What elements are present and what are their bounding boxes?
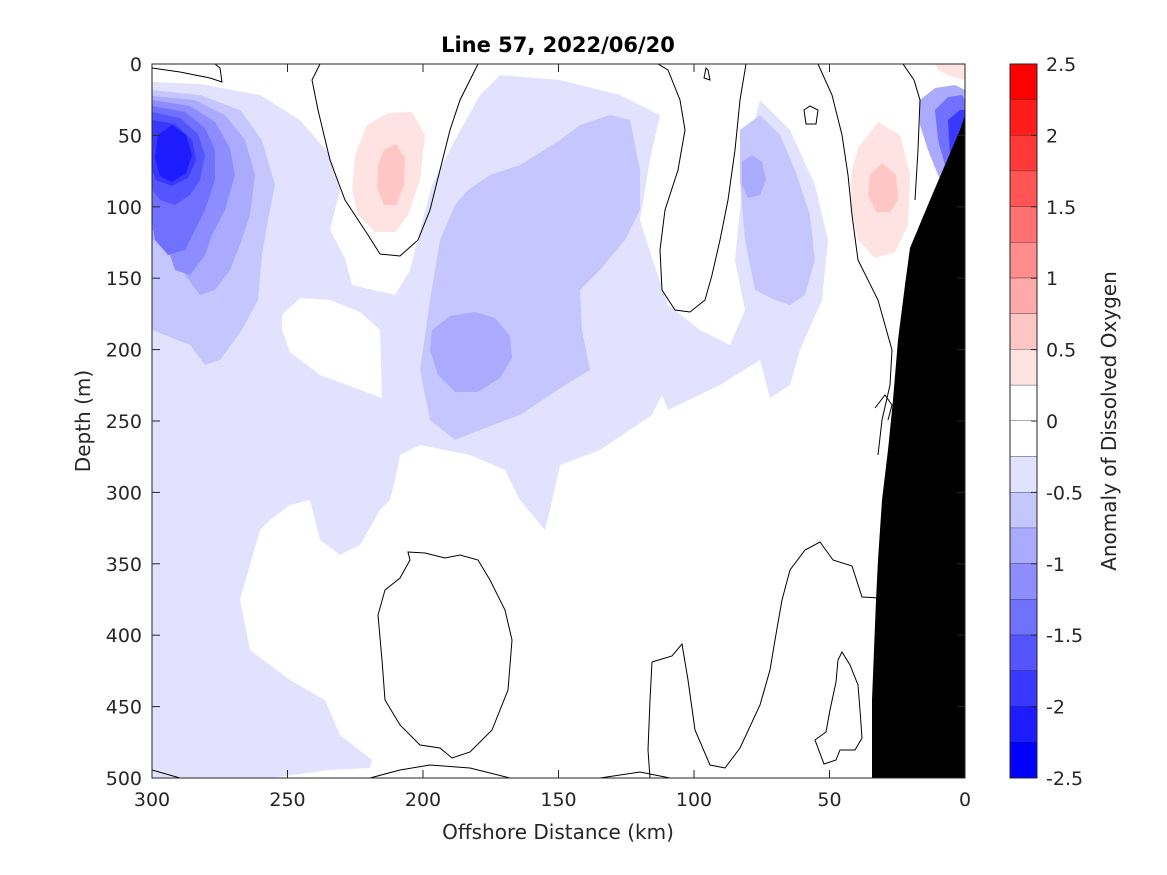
- colorbar-band: [1010, 135, 1037, 172]
- anomaly-band-light-blue-left: [152, 75, 828, 778]
- colorbar-bands: [1010, 64, 1037, 779]
- colorbar-band: [1010, 528, 1037, 564]
- anomaly-band-blue-3-mid: [430, 312, 512, 392]
- colorbar-band: [1010, 242, 1037, 279]
- y-tick-label: 200: [106, 340, 142, 362]
- colorbar-tick-label: 0: [1046, 411, 1058, 433]
- colorbar-tick-label: -1.5: [1046, 625, 1083, 647]
- colorbar-band: [1010, 278, 1037, 314]
- colorbar-band: [1010, 313, 1037, 350]
- anomaly-band-blue-3-right: [742, 155, 766, 198]
- x-tick-label: 200: [405, 789, 441, 811]
- colorbar-band: [1010, 599, 1037, 636]
- anomaly-positive-surface: [935, 64, 965, 80]
- y-tick-label: 100: [106, 197, 142, 219]
- x-tick-label: 50: [817, 789, 841, 811]
- colorbar-tick-label: 1.5: [1046, 197, 1076, 219]
- x-tick-label: 300: [134, 789, 170, 811]
- anomaly-positive-a-inner: [377, 144, 405, 205]
- x-tick-label: 250: [269, 789, 305, 811]
- plot-axes: 300 250 200 150 100 50 0 050100150200250300350…: [71, 54, 971, 844]
- anomaly-positive-b-inner: [868, 163, 898, 212]
- colorbar-tick-label: 2.5: [1046, 54, 1076, 76]
- x-axis-label: Offshore Distance (km): [442, 820, 674, 844]
- colorbar-ticks: 2.5 2 1.5 1 0.5 0 -0.5 -1 -1.5 -2 -2.5: [1031, 54, 1083, 790]
- x-tick-label: 150: [540, 789, 576, 811]
- colorbar-tick-label: -2: [1046, 697, 1065, 719]
- chart-title: Line 57, 2022/06/20: [441, 33, 675, 57]
- colorbar-band: [1010, 670, 1037, 707]
- plot-area: [152, 64, 965, 778]
- y-axis-ticks: 0 50 100 150 200 250 300 350 400 450 500: [106, 54, 965, 790]
- colorbar-band: [1010, 456, 1037, 493]
- anomaly-core-blue: [155, 125, 192, 182]
- x-axis-ticks: 300 250 200 150 100 50 0: [134, 64, 971, 811]
- colorbar-band: [1010, 492, 1037, 529]
- colorbar-band: [1010, 64, 1037, 100]
- y-tick-label: 450: [106, 697, 142, 719]
- anomaly-hole-white: [282, 298, 382, 398]
- colorbar-band: [1010, 171, 1037, 207]
- x-tick-label: 100: [676, 789, 712, 811]
- y-axis-label: Depth (m): [71, 370, 95, 472]
- y-tick-label: 400: [106, 625, 142, 647]
- colorbar-band: [1010, 206, 1037, 243]
- colorbar-band: [1010, 349, 1037, 386]
- y-tick-label: 500: [106, 768, 142, 790]
- y-tick-label: 50: [118, 125, 142, 147]
- colorbar-tick-label: -1: [1046, 554, 1065, 576]
- colorbar-tick-label: -0.5: [1046, 482, 1083, 504]
- y-tick-label: 300: [106, 482, 142, 504]
- x-tick-label: 0: [959, 789, 971, 811]
- colorbar-tick-label: -2.5: [1046, 768, 1083, 790]
- colorbar-band: [1010, 742, 1037, 778]
- colorbar: 2.5 2 1.5 1 0.5 0 -0.5 -1 -1.5 -2 -2.5 Anomaly of …: [1009, 54, 1121, 790]
- colorbar-band: [1010, 421, 1037, 457]
- colorbar-tick-label: 2: [1046, 125, 1058, 147]
- colorbar-band: [1010, 706, 1037, 743]
- colorbar-band: [1010, 99, 1037, 136]
- colorbar-band: [1010, 385, 1037, 421]
- colorbar-tick-label: 0.5: [1046, 340, 1076, 362]
- y-tick-label: 150: [106, 268, 142, 290]
- bathymetry-seafloor: [872, 115, 965, 778]
- colorbar-band: [1010, 563, 1037, 600]
- y-tick-label: 350: [106, 554, 142, 576]
- colorbar-tick-label: 1: [1046, 268, 1058, 290]
- y-tick-label: 250: [106, 411, 142, 433]
- colorbar-band: [1010, 635, 1037, 671]
- colorbar-label: Anomaly of Dissolved Oxygen: [1097, 271, 1121, 571]
- y-tick-label: 0: [130, 54, 142, 76]
